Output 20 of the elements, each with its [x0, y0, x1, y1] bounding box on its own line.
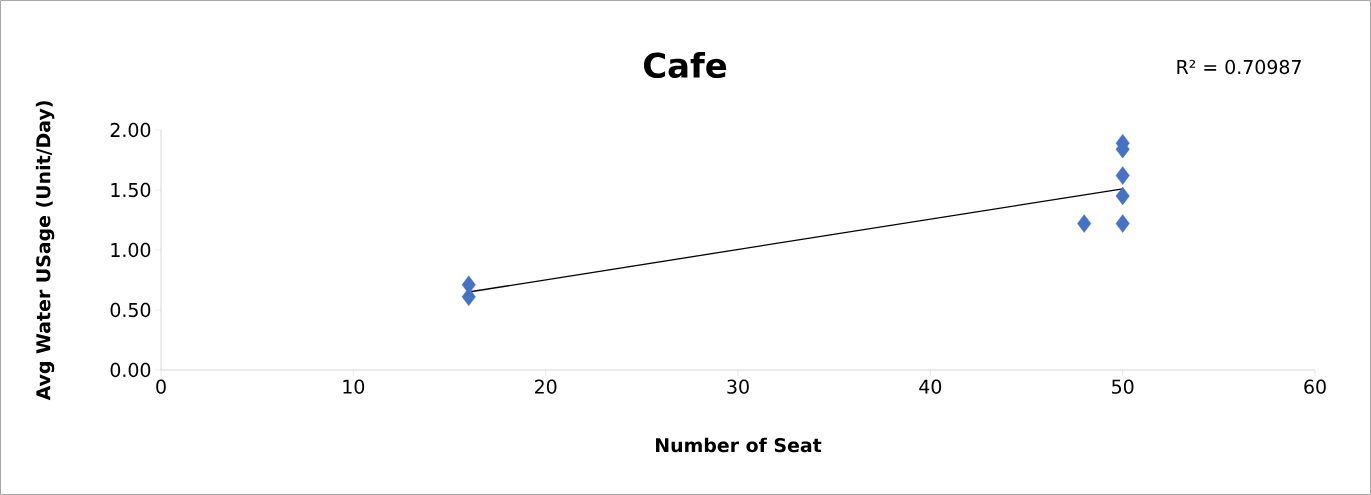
y-tick-label: 1.00: [111, 242, 151, 258]
x-tick-label: 0: [156, 379, 166, 394]
point: [1115, 214, 1130, 233]
chart-title: Cafe: [643, 51, 727, 79]
x-tick-label: 50: [1112, 379, 1134, 394]
y-axis-title: Avg Water USage (Unit/Day): [35, 101, 55, 401]
y-tick-label: 0.50: [110, 302, 151, 318]
y-tick-label: 0.00: [110, 362, 151, 378]
x-tick-label: 40: [919, 379, 942, 394]
x-tick-label: 60: [1304, 379, 1326, 394]
x-axis-title: Number of Seat: [656, 437, 822, 453]
text: R² = 0.70987: [1177, 59, 1301, 75]
point: [1077, 214, 1092, 233]
y-tick-label: 2.00: [110, 122, 151, 138]
x-tick-label: 10: [343, 379, 365, 394]
point: [1115, 166, 1130, 185]
y-tick-label: 1.50: [111, 182, 151, 198]
point: [1115, 186, 1130, 206]
x-tick-label: 20: [535, 379, 557, 394]
x-tick-label: 30: [727, 379, 749, 394]
